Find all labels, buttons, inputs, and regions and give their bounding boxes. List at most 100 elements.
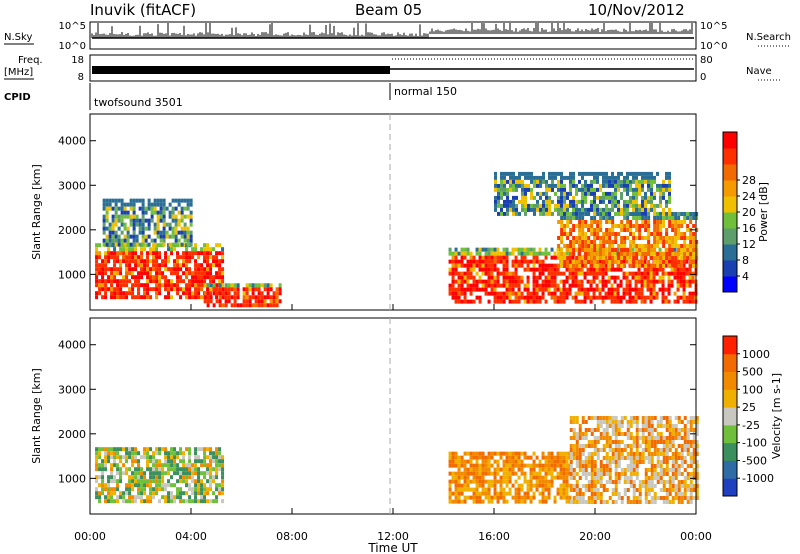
echo-cell [544,455,548,460]
echo-cell [686,448,690,452]
echo-cell [463,291,467,296]
echo-cell [128,267,132,272]
echo-cell [682,299,686,304]
echo-cell [602,207,605,212]
echo-cell [595,283,599,288]
echo-cell [116,495,120,500]
echo-cell [215,287,219,292]
echo-cell [638,179,641,184]
echo-cell [635,444,639,448]
echo-cell [623,248,627,252]
echo-cell [679,279,683,284]
echo-cell [596,187,599,192]
echo-cell [613,295,617,300]
echo-cell [637,295,641,300]
echo-cell [484,283,488,288]
echo-cell [496,267,500,272]
echo-cell [494,183,497,188]
echo-cell [623,468,627,472]
echo-cell [460,287,464,292]
echo-cell [646,271,650,276]
echo-cell [505,251,509,256]
echo-cell [245,287,249,292]
echo-cell [611,452,615,456]
echo-cell [598,291,602,296]
echo-cell [535,267,539,272]
echo-cell [620,224,624,228]
echo-cell [212,263,216,268]
echo-cell [173,483,177,488]
echo-cell [545,187,548,192]
echo-cell [593,195,596,200]
echo-cell [695,216,699,220]
echo-cell [194,283,198,288]
colorbar-segment [723,244,737,261]
echo-cell [695,424,699,428]
echo-cell [457,463,461,468]
echo-cell [623,448,627,452]
echo-cell [478,455,482,460]
echo-cell [131,471,135,476]
echo-cell [599,436,603,440]
echo-cell [146,251,150,256]
echo-cell [484,247,488,252]
echo-cell [197,263,201,268]
echo-cell [632,191,635,196]
echo-cell [647,244,651,248]
echo-cell [532,251,536,256]
echo-cell [550,267,554,272]
echo-cell [665,436,669,440]
echo-cell [132,222,136,227]
echo-cell [481,255,485,260]
echo-cell [108,234,112,239]
echo-cell [529,499,533,504]
echo-cell [188,287,192,292]
echo-cell [152,243,156,248]
echo-cell [203,243,207,248]
echo-cell [629,195,632,200]
echo-cell [695,460,699,464]
echo-cell [460,499,464,504]
echo-cell [608,416,612,420]
echo-cell [478,263,482,268]
echo-cell [114,230,118,235]
echo-cell [557,211,560,216]
echo-cell [506,203,509,208]
echo-cell [493,247,497,252]
echo-cell [152,467,156,472]
echo-cell [668,448,672,452]
echo-cell [454,471,458,476]
echo-cell [665,480,669,484]
echo-cell [553,291,557,296]
echo-cell [158,459,162,464]
echo-cell [653,228,657,232]
echo-cell [632,252,636,256]
echo-cell [481,471,485,476]
echo-cell [158,471,162,476]
echo-cell [506,199,509,204]
echo-cell [454,451,458,456]
echo-cell [517,251,521,256]
echo-cell [551,211,554,216]
echo-cell [203,471,207,476]
echo-cell [179,479,183,484]
echo-cell [129,222,133,227]
echo-cell [578,460,582,464]
echo-cell [544,467,548,472]
echo-cell [515,187,518,192]
echo-cell [538,247,542,252]
echo-cell [658,287,662,292]
echo-cell [548,195,551,200]
echo-cell [590,207,593,212]
echo-cell [221,459,225,464]
echo-cell [505,295,509,300]
echo-cell [569,203,572,208]
echo-cell [102,218,106,223]
echo-cell [125,295,129,300]
echo-cell [611,195,614,200]
echo-cell [153,206,157,211]
echo-cell [487,491,491,496]
echo-cell [565,455,569,460]
echo-cell [526,267,530,272]
echo-cell [689,240,693,244]
